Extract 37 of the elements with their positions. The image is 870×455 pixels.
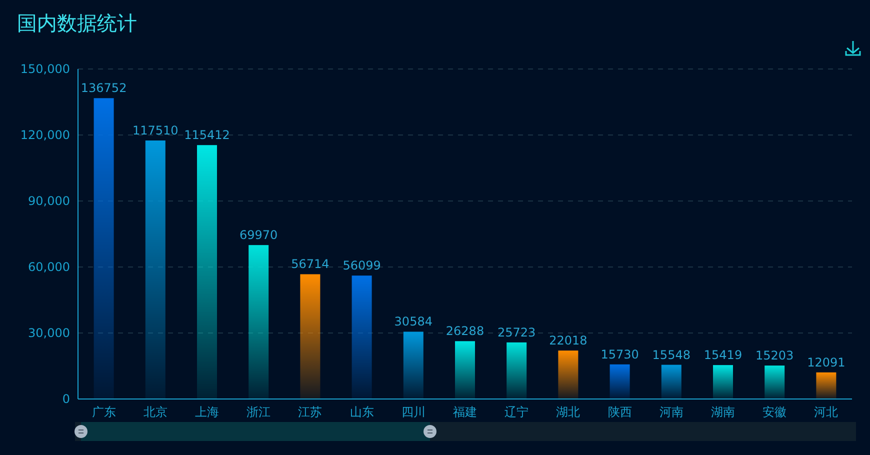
x-tick-label: 河北 [814,405,838,419]
data-label: 115412 [184,128,230,142]
chart-title: 国内数据统计 [17,11,137,35]
x-tick-label: 山东 [350,405,374,419]
data-label: 15548 [652,348,690,362]
x-tick-label: 辽宁 [504,405,529,419]
x-tick-label: 河南 [659,405,684,419]
y-tick-label: 90,000 [28,194,70,208]
data-label: 56714 [291,257,330,272]
data-label: 56099 [342,258,381,273]
x-tick-label: 上海 [195,405,219,419]
x-tick-label: 浙江 [246,405,271,419]
data-label: 22018 [549,334,588,348]
data-label: 25723 [498,325,536,340]
data-label: 30584 [394,314,432,329]
data-label: 136752 [80,81,127,96]
x-tick-label: 江苏 [298,405,322,419]
data-label: 12091 [807,355,846,370]
data-label: 15419 [704,348,742,362]
data-label: 15203 [756,348,794,363]
data-label: 26288 [446,324,484,338]
x-tick-label: 安徽 [762,405,787,419]
y-tick-label: 150,000 [20,62,70,76]
y-tick-label: 120,000 [20,128,70,142]
x-tick-label: 湖北 [556,405,580,419]
x-tick-label: 四川 [401,405,426,419]
data-label: 117510 [132,123,178,138]
data-label: 69970 [240,228,278,242]
data-label: 15730 [600,347,639,362]
x-tick-label: 陕西 [608,405,632,419]
y-tick-label: 60,000 [28,260,70,274]
y-tick-label: 0 [62,392,70,406]
x-tick-label: 湖南 [711,405,735,419]
y-tick-label: 30,000 [28,326,70,340]
x-tick-label: 广东 [92,405,116,419]
x-tick-label: 北京 [143,405,168,419]
x-tick-label: 福建 [453,405,477,419]
